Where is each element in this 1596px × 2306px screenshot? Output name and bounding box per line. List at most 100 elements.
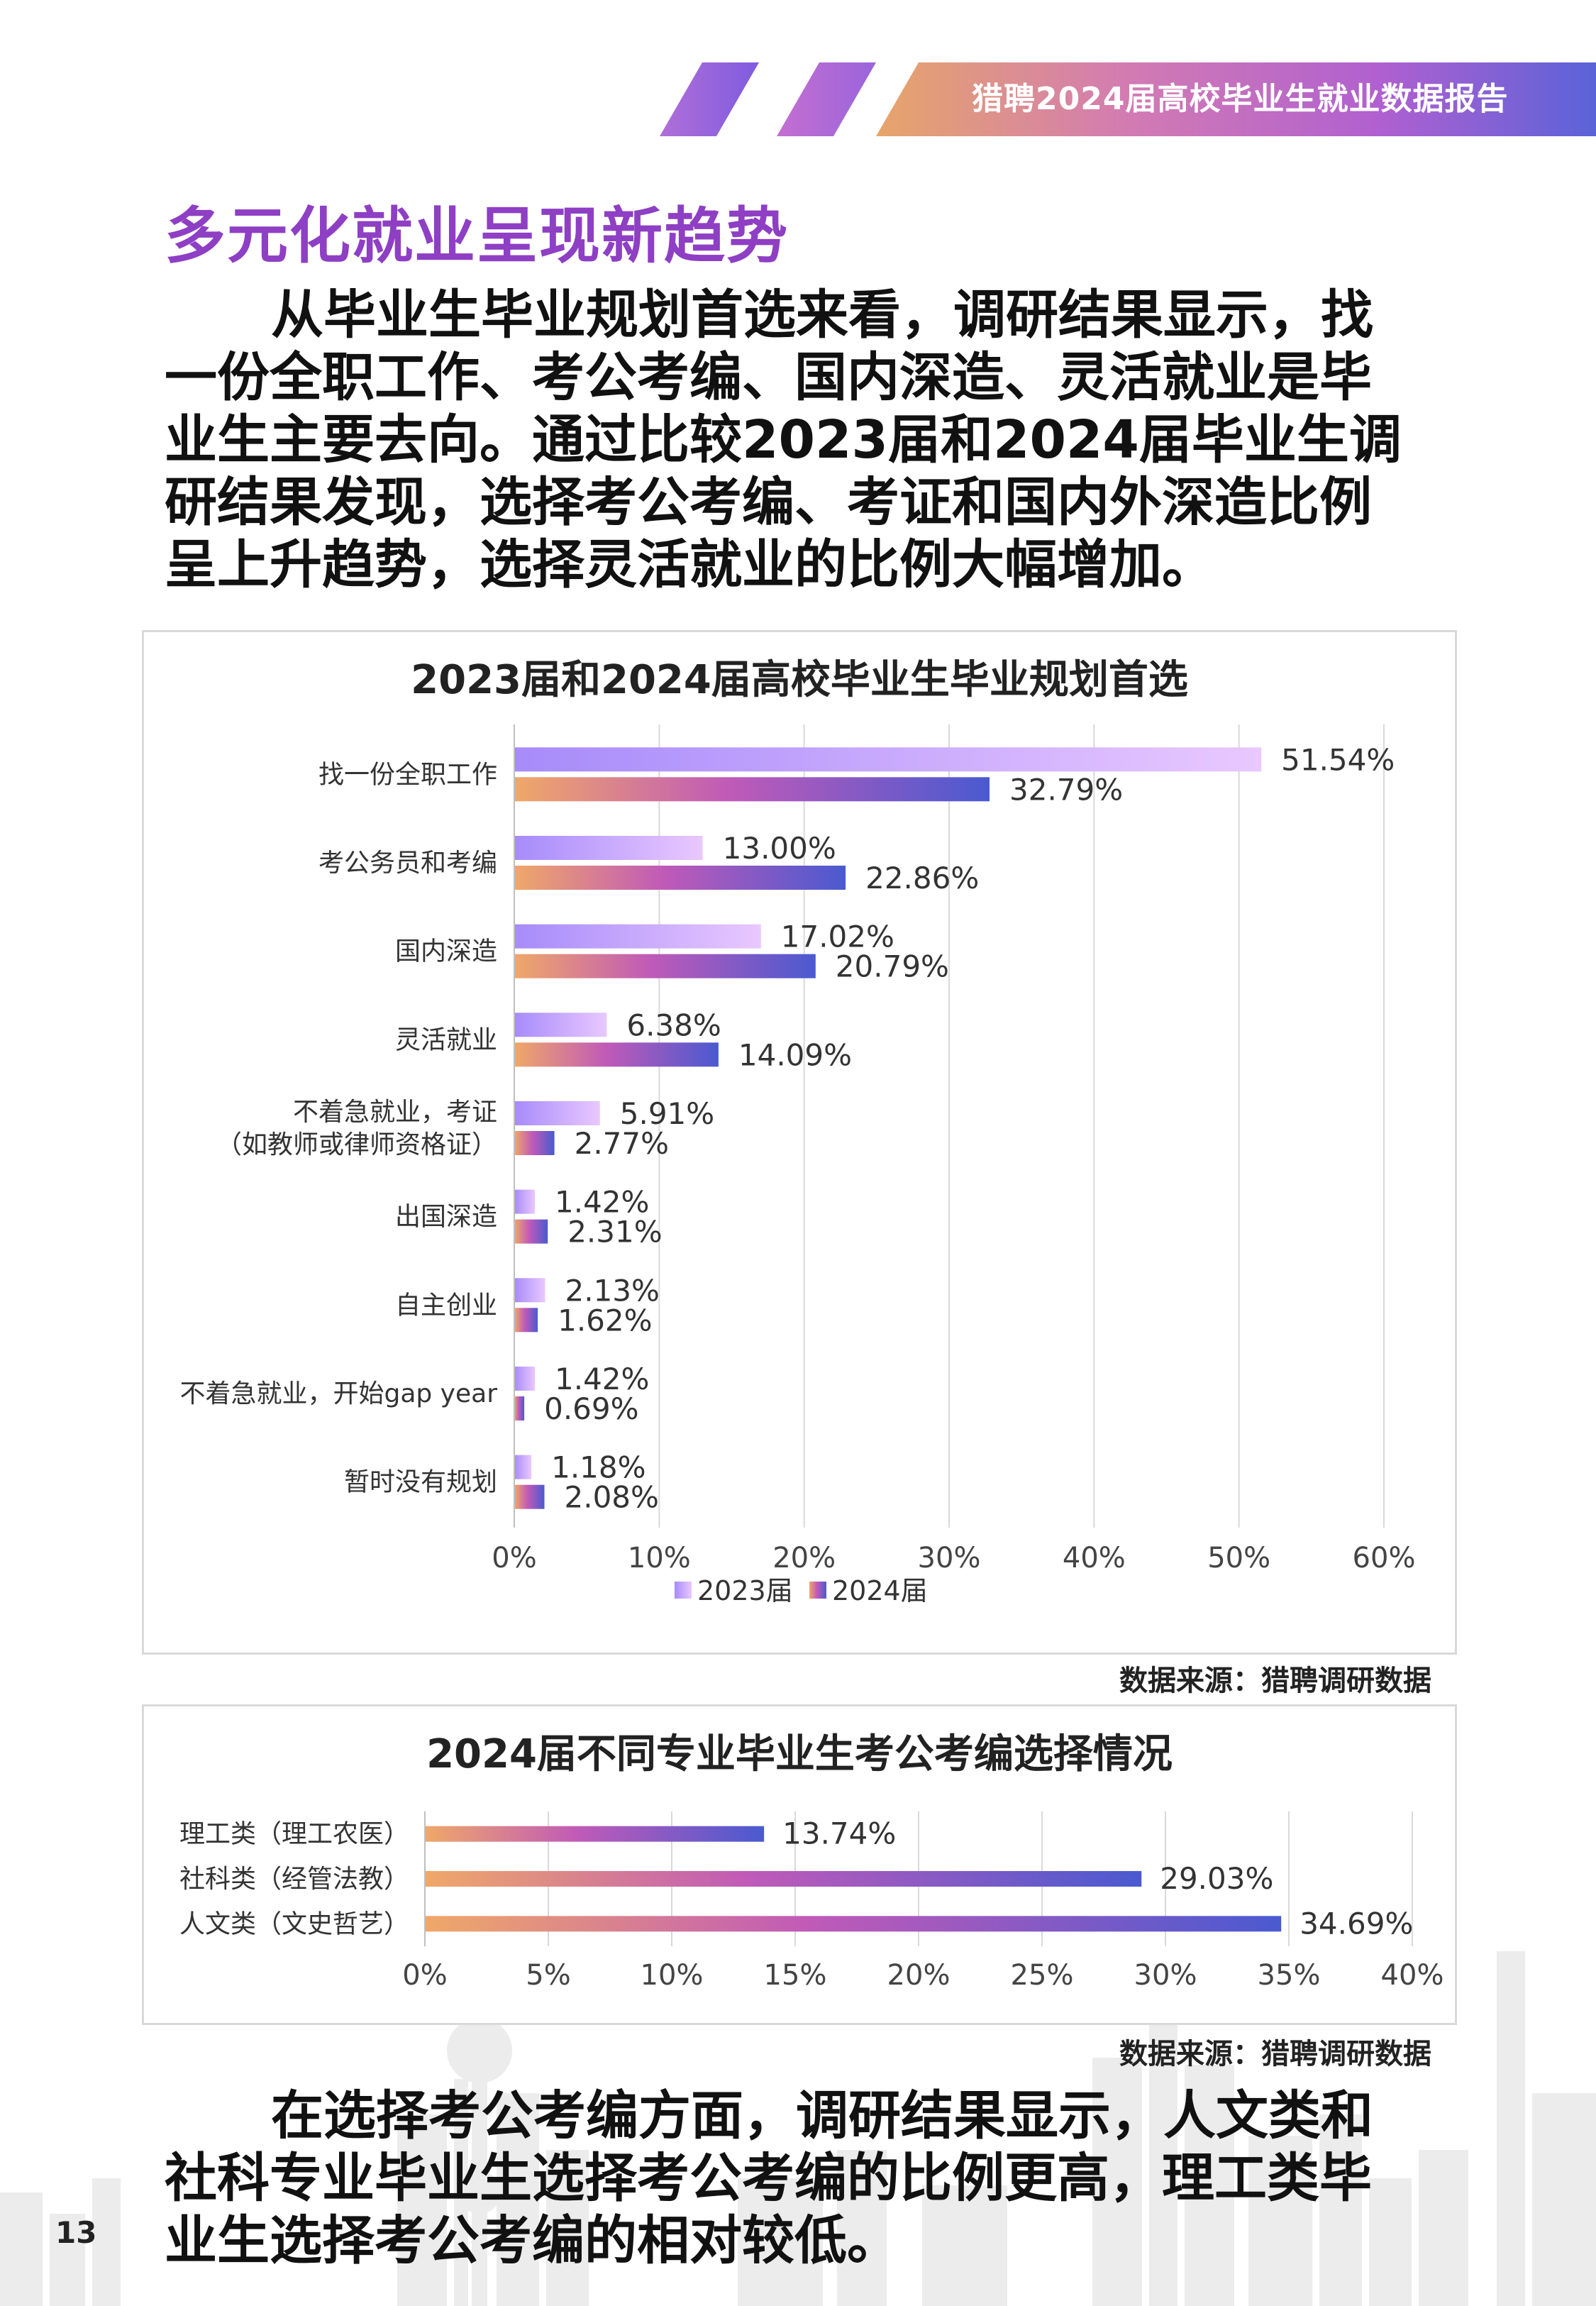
x-tick-label: 30% bbox=[1134, 1959, 1197, 1992]
category-label: 不着急就业，开始gap year bbox=[179, 1379, 497, 1408]
skyline-background bbox=[0, 1951, 1596, 2306]
bar-2023 bbox=[514, 1013, 607, 1037]
category-label: 找一份全职工作 bbox=[318, 760, 497, 789]
paragraph-line: 一份全职工作、考公考编、国内深造、灵活就业是毕 bbox=[165, 347, 1372, 408]
data-label: 1.42% bbox=[555, 1362, 649, 1396]
header-stripe-mid bbox=[777, 62, 876, 136]
bar-2024 bbox=[514, 954, 816, 978]
bar bbox=[425, 1916, 1282, 1932]
data-label: 51.54% bbox=[1281, 742, 1395, 777]
chart-title: 2023届和2024届高校毕业生毕业规划首选 bbox=[411, 657, 1188, 703]
data-label: 32.79% bbox=[1009, 772, 1123, 807]
bar-2023 bbox=[514, 836, 703, 860]
data-label: 1.42% bbox=[555, 1185, 649, 1220]
legend-swatch-2023 bbox=[675, 1582, 692, 1599]
bar-2024 bbox=[514, 866, 846, 890]
data-label: 6.38% bbox=[626, 1008, 721, 1042]
data-label: 0.69% bbox=[544, 1391, 638, 1426]
bar-2023 bbox=[514, 747, 1262, 772]
bar-2024 bbox=[514, 777, 990, 802]
category-label: （如教师或律师资格证） bbox=[216, 1130, 497, 1159]
bar-2023 bbox=[514, 1367, 536, 1391]
data-source: 数据来源：猎聘调研数据 bbox=[1119, 1665, 1431, 1697]
category-label: 理工类（理工农医） bbox=[179, 1820, 409, 1849]
header-stripe-left bbox=[660, 62, 759, 136]
category-label: 社科类（经管法教） bbox=[179, 1865, 409, 1894]
data-label: 13.00% bbox=[723, 831, 836, 866]
x-tick-label: 30% bbox=[918, 1542, 981, 1574]
data-label: 14.09% bbox=[738, 1037, 852, 1072]
bar-2024 bbox=[514, 1308, 538, 1333]
paragraph-line: 从毕业生毕业规划首选来看，调研结果显示，找 bbox=[271, 285, 1373, 346]
data-label: 2.13% bbox=[565, 1273, 660, 1308]
x-tick-label: 40% bbox=[1063, 1542, 1126, 1574]
data-label: 1.18% bbox=[551, 1450, 645, 1485]
paragraph-line: 业生主要去向。通过比较2023届和2024届毕业生调 bbox=[165, 409, 1402, 470]
x-tick-label: 20% bbox=[887, 1959, 951, 1992]
x-tick-label: 20% bbox=[772, 1542, 836, 1574]
paragraph-line: 在选择考公考编方面，调研结果显示，人文类和 bbox=[271, 2085, 1373, 2146]
data-label: 2.08% bbox=[565, 1480, 659, 1515]
bar-2024 bbox=[514, 1219, 548, 1244]
x-tick-label: 50% bbox=[1207, 1542, 1270, 1574]
bar-2024 bbox=[514, 1396, 525, 1420]
data-label: 34.69% bbox=[1299, 1906, 1413, 1941]
x-tick-label: 60% bbox=[1353, 1542, 1416, 1574]
category-label: 自主创业 bbox=[395, 1291, 497, 1320]
category-label: 出国深造 bbox=[395, 1203, 497, 1232]
category-label: 灵活就业 bbox=[395, 1025, 497, 1054]
bar-2023 bbox=[514, 1101, 600, 1125]
data-label: 1.62% bbox=[558, 1303, 652, 1337]
bar-2023 bbox=[514, 924, 761, 949]
chart-title: 2024届不同专业毕业生考公考编选择情况 bbox=[426, 1731, 1173, 1777]
data-label: 22.86% bbox=[865, 861, 979, 895]
chart-plan-preference: 2023届和2024届高校毕业生毕业规划首选 0% 10% 20% 30% 40% 50%… bbox=[142, 630, 1457, 1655]
intro-paragraph: 从毕业生毕业规划首选来看，调研结果显示，找 一份全职工作、考公考编、国内深造、灵… bbox=[165, 284, 1434, 596]
page-number: 13 bbox=[55, 2215, 97, 2250]
x-tick-label: 0% bbox=[492, 1542, 536, 1574]
section-title: 多元化就业呈现新趋势 bbox=[165, 201, 789, 272]
bar-2023 bbox=[514, 1278, 545, 1303]
conclusion-paragraph: 在选择考公考编方面，调研结果显示，人文类和 社科专业毕业生选择考公考编的比例更高… bbox=[165, 2085, 1434, 2272]
chart-plan-preference-plot: 0% 10% 20% 30% 40% 50% 60% 找一份全职工作 51.54% 32.79% 考… bbox=[179, 724, 1416, 1606]
x-tick-label: 10% bbox=[628, 1542, 691, 1574]
bar-2023 bbox=[514, 1189, 536, 1214]
data-label: 13.74% bbox=[782, 1816, 896, 1851]
data-source: 数据来源：猎聘调研数据 bbox=[1119, 2038, 1431, 2070]
legend-swatch-2024 bbox=[809, 1582, 826, 1599]
data-label: 2.31% bbox=[567, 1215, 662, 1249]
legend-label: 2024届 bbox=[832, 1575, 928, 1606]
category-label: 人文类（文史哲艺） bbox=[179, 1909, 409, 1938]
legend-label: 2023届 bbox=[697, 1575, 793, 1606]
report-title: 猎聘2024届高校毕业生就业数据报告 bbox=[972, 81, 1509, 117]
data-label: 20.79% bbox=[836, 949, 949, 984]
paragraph-line: 业生选择考公考编的相对较低。 bbox=[165, 2210, 899, 2271]
x-tick-label: 25% bbox=[1011, 1959, 1074, 1992]
x-tick-label: 10% bbox=[641, 1959, 704, 1992]
x-tick-label: 40% bbox=[1381, 1959, 1444, 1992]
bar-2023 bbox=[514, 1455, 532, 1479]
x-tick-label: 5% bbox=[526, 1959, 570, 1992]
data-label: 5.91% bbox=[620, 1096, 714, 1131]
x-tick-label: 35% bbox=[1258, 1959, 1321, 1992]
bar bbox=[425, 1826, 765, 1842]
category-label: 国内深造 bbox=[395, 937, 497, 966]
x-tick-label: 15% bbox=[764, 1959, 827, 1992]
paragraph-line: 研结果发现，选择考公考编、考证和国内外深造比例 bbox=[165, 472, 1372, 533]
category-label: 暂时没有规划 bbox=[344, 1468, 497, 1497]
paragraph-line: 呈上升趋势，选择灵活就业的比例大幅增加。 bbox=[165, 534, 1214, 595]
header-band bbox=[876, 62, 1596, 136]
bar bbox=[425, 1871, 1142, 1887]
bar-2024 bbox=[514, 1131, 555, 1155]
paragraph-line: 社科专业毕业生选择考公考编的比例更高，理工类毕 bbox=[165, 2148, 1372, 2209]
chart-major-civil-service: 2024届不同专业毕业生考公考编选择情况 0% 5% 10% 15% 20% 25% 30%… bbox=[142, 1704, 1457, 2025]
x-tick-label: 0% bbox=[402, 1959, 447, 1992]
data-label: 2.77% bbox=[575, 1126, 669, 1161]
bar-2024 bbox=[514, 1484, 545, 1509]
category-label: 考公务员和考编 bbox=[318, 849, 497, 878]
data-label: 17.02% bbox=[781, 920, 894, 954]
chart-major-civil-service-plot: 0% 5% 10% 15% 20% 25% 30% 35% 40% 理工类（理工农医） 13.74%… bbox=[179, 1811, 1444, 1992]
bar-2024 bbox=[514, 1042, 719, 1067]
data-label: 29.03% bbox=[1160, 1861, 1273, 1896]
category-label: 不着急就业，考证 bbox=[293, 1098, 497, 1127]
